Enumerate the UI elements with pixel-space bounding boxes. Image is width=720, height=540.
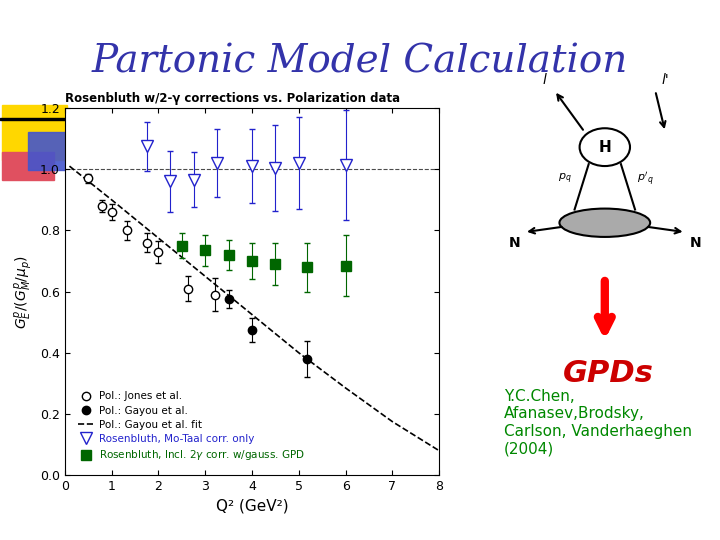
Text: $p_q$: $p_q$ (557, 172, 572, 186)
Text: N: N (690, 236, 701, 250)
Bar (2, 105, 67, 160)
Pol.: Gayou et al. fit: (0.1, 1.01): Gayou et al. fit: (0.1, 1.01) (65, 163, 73, 170)
Pol.: Gayou et al. fit: (3, 0.65): Gayou et al. fit: (3, 0.65) (201, 273, 210, 280)
Legend: Pol.: Jones et al., Pol.: Gayou et al., Pol.: Gayou et al. fit, Rosenbluth, Mo-T: Pol.: Jones et al., Pol.: Gayou et al., … (73, 387, 309, 467)
X-axis label: Q² (GeV²): Q² (GeV²) (216, 498, 288, 514)
Text: GPDs: GPDs (563, 359, 654, 388)
Text: Y.C.Chen,
Afanasev,Brodsky,
Carlson, Vanderhaeghen
(2004): Y.C.Chen, Afanasev,Brodsky, Carlson, Van… (504, 389, 692, 456)
Text: l: l (542, 73, 546, 86)
Pol.: Gayou et al. fit: (6, 0.285): Gayou et al. fit: (6, 0.285) (341, 384, 350, 391)
Text: Rosenbluth w/2-γ corrections vs. Polarization data: Rosenbluth w/2-γ corrections vs. Polariz… (65, 92, 400, 105)
Y-axis label: $G_E^p / (G_M^p/\mu_p)$: $G_E^p / (G_M^p/\mu_p)$ (13, 254, 35, 329)
Text: Partonic Model Calculation: Partonic Model Calculation (92, 43, 628, 80)
Bar (0, 118, 140, 120)
Bar (28, 132, 90, 170)
Text: l': l' (662, 73, 669, 86)
Pol.: Gayou et al. fit: (4, 0.525): Gayou et al. fit: (4, 0.525) (248, 311, 256, 318)
Text: H: H (598, 140, 611, 154)
Ellipse shape (580, 128, 630, 166)
Pol.: Gayou et al. fit: (8, 0.08): Gayou et al. fit: (8, 0.08) (435, 448, 444, 454)
Pol.: Gayou et al. fit: (2, 0.775): Gayou et al. fit: (2, 0.775) (154, 235, 163, 241)
Line: Pol.: Gayou et al. fit: Pol.: Gayou et al. fit (69, 166, 439, 451)
Bar (2, 152, 54, 180)
Pol.: Gayou et al. fit: (5, 0.4): Gayou et al. fit: (5, 0.4) (294, 349, 303, 356)
Bar (66, 110, 69, 185)
Pol.: Gayou et al. fit: (7, 0.175): Gayou et al. fit: (7, 0.175) (388, 418, 397, 425)
Text: $p'_q$: $p'_q$ (636, 171, 654, 188)
Ellipse shape (559, 208, 650, 237)
Text: N: N (508, 236, 520, 250)
Pol.: Gayou et al. fit: (1, 0.9): Gayou et al. fit: (1, 0.9) (107, 197, 116, 203)
